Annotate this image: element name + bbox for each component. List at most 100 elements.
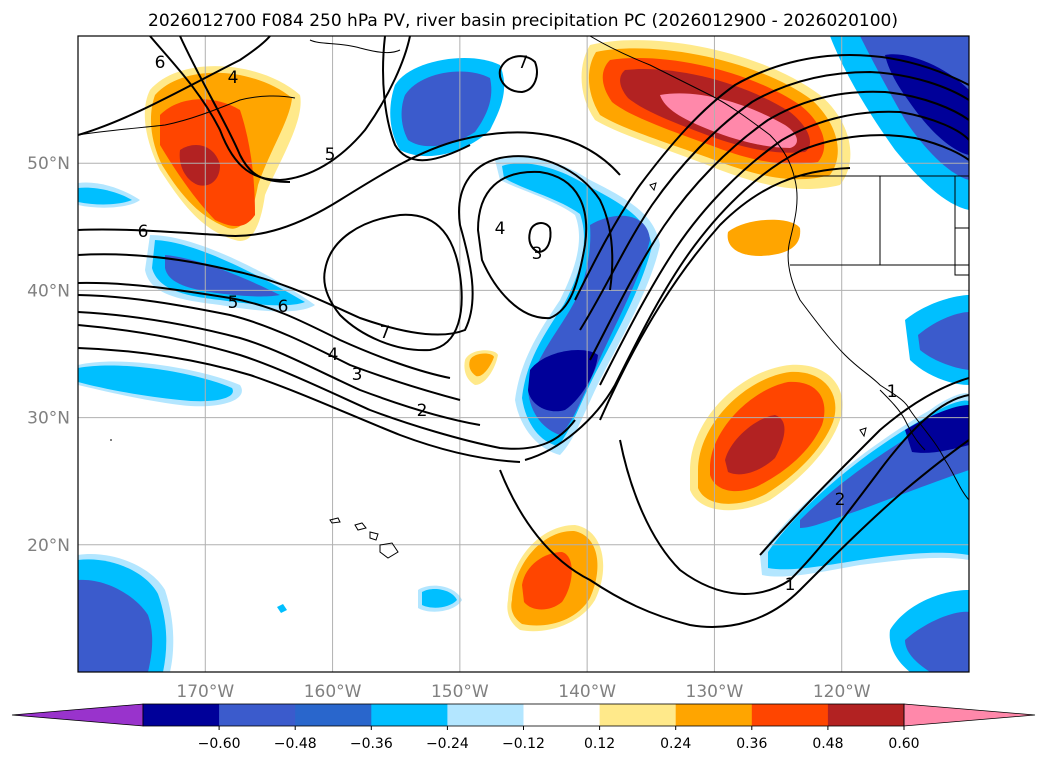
longitude-label: 140°W — [558, 682, 616, 702]
pv-contour-label: 6 — [278, 297, 289, 317]
pv-contour-label: 1 — [785, 575, 796, 595]
pv-contour — [619, 394, 969, 595]
pc-negative-region — [401, 71, 492, 147]
longitude-label: 130°W — [686, 682, 744, 702]
pv-contour — [498, 55, 538, 94]
pv-contour-label: 6 — [155, 53, 166, 73]
colorbar-segment — [143, 704, 220, 726]
colorbar-segment — [827, 704, 905, 726]
pv-contour — [78, 311, 481, 426]
pc-negative-region — [528, 350, 598, 412]
pv-contour-label: 7 — [518, 53, 529, 73]
pv-contour-label: 1 — [887, 382, 898, 402]
map-panel: 6 4 5 7 6 4 3 5 6 7 4 3 2 1 2 1 50°N 40°N… — [27, 35, 970, 702]
pv-contour — [574, 53, 969, 301]
colorbar-tick-label: 0.36 — [736, 736, 767, 752]
pv-contour-label: 3 — [532, 244, 543, 264]
longitude-label: 160°W — [304, 682, 362, 702]
colorbar-segment — [751, 704, 829, 726]
island-outline — [110, 182, 867, 441]
pc-negative-region — [78, 187, 132, 205]
pv-contour — [78, 294, 461, 401]
colorbar-segment — [371, 704, 448, 726]
pv-contour — [78, 155, 614, 336]
pv-contour — [589, 90, 969, 361]
latitude-label: 30°N — [27, 409, 70, 429]
pv-contour — [476, 170, 588, 320]
pv-contour — [528, 222, 552, 254]
colorbar-tick-label: 0.60 — [888, 736, 919, 752]
pv-contour-label: 6 — [138, 222, 149, 242]
colorbar-tick-labels: −0.60 −0.48 −0.36 −0.24 −0.12 0.12 0.24 0.36 0.4… — [198, 726, 920, 752]
hawaiian-islands — [329, 517, 399, 559]
figure-title: 2026012700 F084 250 hPa PV, river basin … — [148, 11, 898, 31]
colorbar-segment — [295, 704, 372, 726]
pc-negative-region — [78, 365, 233, 402]
pc-negative-region — [918, 312, 969, 370]
pv-contour — [78, 347, 521, 463]
pv-contour — [78, 36, 271, 136]
pv-contours — [78, 36, 969, 628]
pc-negative-region — [277, 604, 287, 613]
pv-contour — [599, 167, 851, 421]
pc-negative-region — [905, 611, 969, 672]
colorbar-tick-label: −0.48 — [274, 736, 317, 752]
colorbar-segment — [447, 704, 524, 726]
colorbar-tick-label: −0.24 — [426, 736, 469, 752]
latitude-label: 20°N — [27, 536, 70, 556]
pc-negative-region — [78, 579, 153, 672]
pc-positive-region — [725, 415, 785, 475]
colorbar-segment — [219, 704, 296, 726]
pv-contour — [78, 324, 576, 450]
pv-contour-label: 4 — [328, 345, 339, 365]
colorbar-segment — [523, 704, 601, 726]
pv-contour-label: 4 — [495, 219, 506, 239]
latitude-label: 40°N — [27, 281, 70, 301]
pc-negative-region — [885, 54, 969, 155]
pv-contour-label: 4 — [228, 68, 239, 88]
colorbar-extend-max — [903, 703, 1036, 727]
longitude-label: 150°W — [431, 682, 489, 702]
map-frame — [77, 35, 970, 673]
pv-contour — [759, 377, 969, 556]
pv-contour-labels: 6 4 5 7 6 4 3 5 6 7 4 3 2 1 2 1 — [138, 53, 898, 595]
north-america-coastline — [589, 36, 969, 501]
pv-contour-label: 5 — [228, 293, 239, 313]
pv-contour — [599, 110, 969, 386]
longitude-labels: 170°W 160°W 150°W 140°W 130°W 120°W — [176, 682, 870, 702]
graticule — [78, 36, 969, 672]
map-content: 6 4 5 7 6 4 3 5 6 7 4 3 2 1 2 1 — [78, 36, 969, 672]
pc-negative-region — [905, 405, 969, 453]
pc-positive-region — [179, 145, 220, 186]
pc-positive-region — [469, 353, 494, 377]
longitude-label: 170°W — [176, 682, 234, 702]
baja-coastline — [879, 389, 926, 451]
pv-contour-label: 3 — [352, 365, 363, 385]
coastlines — [78, 36, 969, 559]
colorbar — [11, 703, 1036, 727]
aleutian-islands — [78, 95, 296, 136]
pv-contour-label: 2 — [417, 401, 428, 421]
pv-contour — [524, 134, 969, 461]
pv-contour — [579, 70, 969, 331]
longitude-label: 120°W — [813, 682, 871, 702]
pv-contour — [78, 131, 621, 237]
state-borders — [790, 175, 969, 276]
colorbar-tick-label: 0.24 — [660, 736, 691, 752]
pv-contour — [499, 439, 969, 628]
pc-shading — [78, 36, 969, 672]
pv-contour — [149, 36, 411, 182]
pv-contour — [78, 281, 451, 379]
pc-positive-region — [522, 552, 572, 610]
latitude-labels: 50°N 40°N 30°N 20°N — [27, 154, 70, 556]
latitude-label: 50°N — [27, 154, 70, 174]
pc-positive-region — [727, 219, 801, 256]
pv-contour — [382, 36, 471, 162]
colorbar-tick-label: 0.48 — [812, 736, 843, 752]
colorbar-tick-label: −0.12 — [502, 736, 545, 752]
pv-contour — [323, 213, 463, 352]
colorbar-tick-label: 0.12 — [584, 736, 615, 752]
pv-contour-label: 2 — [835, 490, 846, 510]
colorbar-tick-label: −0.36 — [350, 736, 393, 752]
